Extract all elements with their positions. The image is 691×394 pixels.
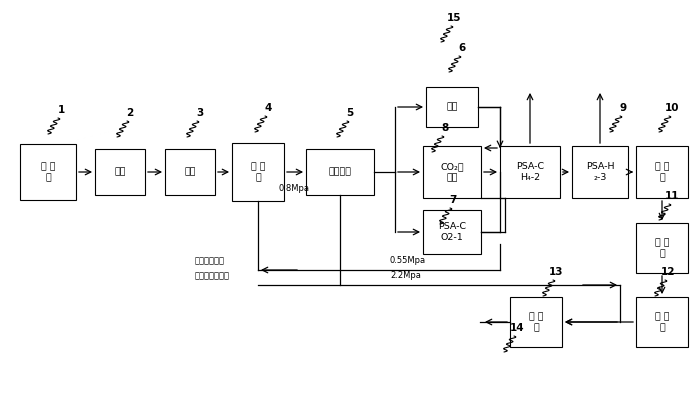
Text: 7: 7	[449, 195, 457, 205]
Text: 0.55Mpa: 0.55Mpa	[390, 256, 426, 265]
Bar	[20, 144, 76, 200]
Bar	[95, 149, 145, 195]
Text: 0.8Mpa: 0.8Mpa	[278, 184, 310, 193]
Bar	[426, 87, 478, 127]
Text: 脱硫: 脱硫	[184, 167, 196, 177]
Text: PSA-C
H₄-2: PSA-C H₄-2	[516, 162, 544, 182]
Bar	[510, 297, 562, 347]
Text: 5: 5	[346, 108, 354, 118]
Text: 10: 10	[665, 103, 679, 113]
Text: 8: 8	[442, 123, 448, 133]
Text: 13: 13	[549, 267, 563, 277]
Text: 甲 烷
化: 甲 烷 化	[655, 238, 670, 258]
Bar	[636, 297, 688, 347]
Text: 6: 6	[458, 43, 466, 53]
Text: PSA-H
₂-3: PSA-H ₂-3	[586, 162, 614, 182]
Text: 气柜: 气柜	[114, 167, 126, 177]
Text: 12: 12	[661, 267, 675, 277]
Bar	[500, 146, 560, 198]
Text: PSA-C
O2-1: PSA-C O2-1	[438, 222, 466, 242]
Text: 1: 1	[57, 105, 65, 115]
Bar	[165, 149, 215, 195]
Bar	[306, 149, 374, 195]
Text: 去压缩机三段: 去压缩机三段	[195, 256, 225, 265]
Text: 压 缩
机: 压 缩 机	[655, 312, 670, 332]
Text: 3: 3	[196, 108, 204, 118]
Bar	[423, 210, 481, 254]
Text: 压 缩
机: 压 缩 机	[251, 162, 265, 182]
Text: 15: 15	[447, 13, 462, 23]
Bar	[572, 146, 628, 198]
Text: 9: 9	[619, 103, 627, 113]
Text: 精 脱
硫: 精 脱 硫	[655, 162, 670, 182]
Bar	[636, 223, 688, 273]
Text: 来自压缩机四段: 来自压缩机四段	[195, 271, 230, 280]
Text: 碳化: 碳化	[446, 102, 457, 112]
Text: 14: 14	[510, 323, 524, 333]
Bar	[232, 143, 284, 201]
Text: 2.2Mpa: 2.2Mpa	[390, 271, 421, 280]
Text: 2: 2	[126, 108, 133, 118]
Text: 4: 4	[265, 103, 272, 113]
Text: 变换变换: 变换变换	[328, 167, 352, 177]
Text: 11: 11	[665, 191, 679, 201]
Bar	[636, 146, 688, 198]
Text: 焦 炉
气: 焦 炉 气	[41, 162, 55, 182]
Text: CO₂压
缩机: CO₂压 缩机	[440, 162, 464, 182]
Text: 氨 合
成: 氨 合 成	[529, 312, 543, 332]
Bar	[423, 146, 481, 198]
